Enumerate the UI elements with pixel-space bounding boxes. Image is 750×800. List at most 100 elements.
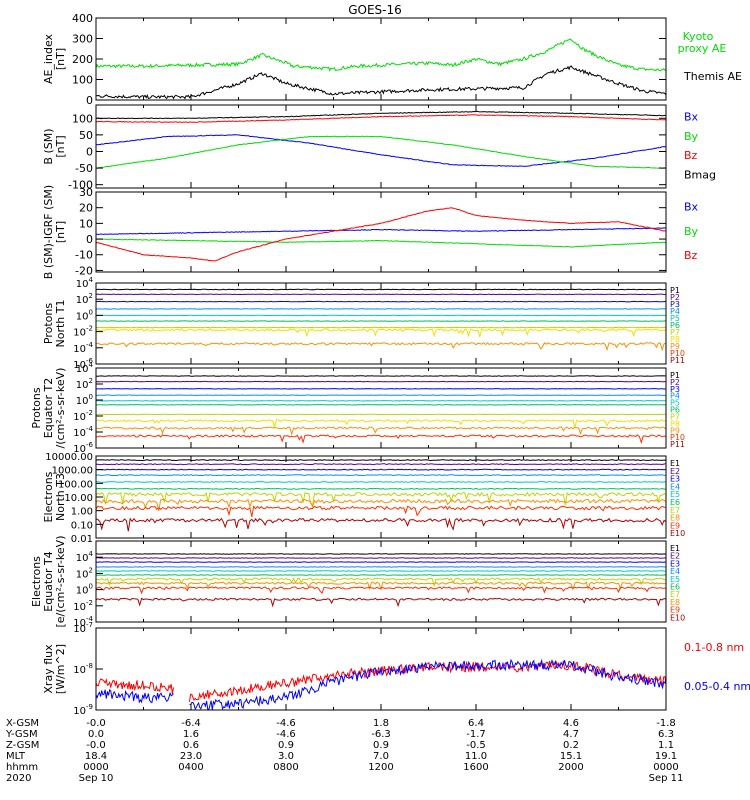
y-tick-label: 400 (72, 12, 93, 25)
y-tick-label: 0.10 (71, 520, 93, 531)
y-tick-label: 50 (79, 129, 93, 142)
legend-entry: E6 (670, 498, 680, 507)
legend-entry: E9 (670, 606, 680, 615)
legend-entry: E5 (670, 575, 680, 584)
series-line-0-1-0-8-nm (96, 660, 666, 702)
series-line-p9 (96, 426, 666, 436)
y-tick-label: 0.01 (71, 534, 93, 545)
x-row-label: Z-GSM (6, 740, 39, 751)
y-tick-label: 10-7 (73, 621, 93, 635)
y-tick-label: 100 (72, 112, 93, 125)
y-tick-label: 10-2 (73, 409, 93, 423)
legend-entry: P6 (670, 406, 680, 415)
x-row-value: 0000 (653, 762, 678, 773)
x-row-value: 15.1 (560, 751, 582, 762)
panel-frame (95, 282, 667, 365)
x-row-label: Y-GSM (5, 729, 38, 740)
legend-entry: E3 (670, 475, 680, 484)
y-axis-label: Electrons (30, 556, 43, 607)
x-row-value: 23.0 (180, 751, 202, 762)
x-row-value: 0400 (178, 762, 203, 773)
panel-electrons1: 10000.00 1000.00 100.00 10.00 1.00 0.10 0.01 El… (42, 452, 685, 545)
legend-entry: E5 (670, 490, 680, 499)
y-axis-label: [nT] (54, 135, 67, 157)
legend-entry: E3 (670, 559, 680, 568)
y-tick-label: 10-2 (73, 325, 93, 339)
y-tick-label: 10.00 (64, 493, 93, 504)
y-axis-label: [nT] (54, 221, 67, 243)
legend-entry: E2 (670, 467, 680, 476)
x-row-value: 6.4 (468, 718, 484, 729)
series-line-p2 (96, 293, 666, 296)
x-row-value: 0000 (83, 762, 108, 773)
x-row-value: 4.6 (563, 718, 579, 729)
legend-entry: P7 (670, 412, 680, 421)
series-line-e6 (96, 574, 666, 576)
y-tick-label: 104 (76, 361, 94, 375)
legend-entry: E7 (670, 506, 680, 515)
legend-entry: Bz (684, 249, 698, 262)
series-line-e7 (96, 577, 666, 588)
y-tick-label: -10 (75, 249, 93, 262)
y-tick-label: 10-4 (73, 341, 93, 355)
y-tick-label: 10-4 (73, 425, 93, 439)
legend-entry: P4 (670, 307, 680, 316)
y-tick-label: 1000.00 (52, 466, 93, 477)
legend: Bx By Bz Bmag (684, 111, 716, 182)
y-axis-label: North T1 (54, 300, 67, 348)
x-row-label: MLT (6, 751, 26, 762)
x-row-value: -4.6 (276, 729, 296, 740)
series-line-e9 (96, 586, 666, 595)
y-tick-label: -50 (75, 162, 93, 175)
y-axis-label: AE_index (42, 33, 55, 84)
panel-frame (95, 540, 667, 623)
series-line-0-05-0-4-nm (96, 658, 666, 710)
legend-entry: P1 (670, 286, 680, 295)
legend-entry: P8 (670, 335, 680, 344)
legend-entry: Bx (684, 201, 699, 214)
x-row-label: 2020 (6, 773, 31, 784)
x-row-value: 0800 (273, 762, 298, 773)
legend-entry: P8 (670, 419, 680, 428)
x-row-label: hhmm (6, 762, 38, 773)
y-tick-label: 100 (76, 583, 93, 597)
y-tick-label: 102 (76, 377, 93, 391)
legend-entry: proxy AE (678, 42, 727, 55)
plot-area (96, 553, 666, 608)
series-line-e6 (96, 487, 666, 490)
x-row-value: -0.5 (466, 740, 486, 751)
y-tick-label: 10 (79, 217, 93, 230)
legend-entry: E4 (670, 567, 680, 576)
legend-entry: By (684, 225, 699, 238)
legend-entry: P5 (670, 399, 680, 408)
legend-entry: 0.1-0.8 nm (684, 641, 744, 654)
legend-entry: P11 (670, 440, 685, 449)
series-line-by (96, 238, 666, 248)
y-tick-label: 10-6 (73, 441, 93, 455)
plot-area (96, 288, 666, 352)
series-line-p6 (96, 320, 666, 322)
series-line-e1 (96, 553, 666, 555)
series-line-p3 (96, 300, 666, 303)
legend-entry: P10 (670, 349, 685, 358)
series-line-e10 (96, 597, 666, 608)
y-axis-label: Protons (42, 303, 55, 344)
y-axis-label: B (SM) (42, 128, 55, 164)
series-line-p1 (96, 288, 666, 291)
plot-area (96, 207, 666, 262)
y-tick-label: 100.00 (58, 479, 93, 490)
panel-bdiff: -20 -10 0 10 20 30 B (SM)-IGRF (SM) [nT] Bx By Bz (42, 185, 699, 279)
x-row-value: 19.1 (655, 751, 677, 762)
legend-entry: P6 (670, 321, 680, 330)
legend-entry: P3 (670, 300, 680, 309)
legend-entry: E6 (670, 583, 680, 592)
x-row-value: Sep 11 (649, 773, 684, 784)
x-row-value: 7.0 (373, 751, 389, 762)
legend-entry: P5 (670, 314, 680, 323)
x-row-value: 6.3 (658, 729, 674, 740)
